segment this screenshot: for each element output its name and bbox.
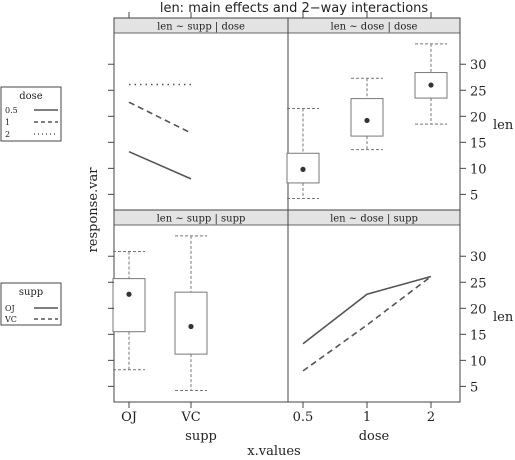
legend-dose-label-1: 1	[5, 118, 10, 127]
legend-supp: supp OJ VC	[0, 282, 62, 326]
panel-tl: len ~ supp | dose	[113, 17, 289, 211]
plot-area-tl	[128, 83, 192, 180]
legend-dose: dose 0.5 1 2	[0, 86, 62, 142]
y-tick-label-bot-0: 5	[470, 380, 478, 395]
y-axis-title-left: response.var	[86, 167, 101, 253]
x-tick-label-dose-1: 1	[363, 410, 371, 425]
legend-supp-frame	[0, 282, 62, 326]
plot-area-br	[302, 275, 432, 372]
y-tick-label-bot-2: 15	[470, 328, 487, 343]
chart-title: len: main effects and 2−way interactions	[160, 1, 429, 16]
y-tick-label-top-5: 30	[470, 58, 487, 73]
strip-label-tl: len ~ supp | dose	[157, 22, 245, 33]
series-line-tl-0	[128, 150, 192, 180]
y-tick-label-top-2: 15	[470, 136, 487, 151]
x-tick-label-supp-0: OJ	[121, 410, 137, 425]
legend-supp-label-0: OJ	[5, 304, 15, 313]
legend-dose-title: dose	[19, 91, 43, 102]
frame-br	[287, 209, 461, 403]
legend-dose-label-0: 0.5	[5, 106, 18, 115]
x-axis-label-supp: supp	[185, 429, 217, 444]
median-dot-bl-1	[188, 323, 194, 330]
y-axis-title-right-bottom: len	[493, 310, 514, 325]
series-line-br-0	[302, 275, 432, 345]
x-axis-label-dose: dose	[359, 429, 390, 444]
strip-label-br: len ~ dose | supp	[330, 214, 418, 225]
box-bl-1	[174, 291, 208, 355]
x-tick-label-supp-1: VC	[180, 410, 200, 425]
series-line-tl-1	[128, 101, 192, 134]
y-tick-label-top-4: 25	[470, 84, 487, 99]
x-axis-title-bottom: x.values	[247, 444, 300, 459]
legend-supp-title: supp	[19, 287, 43, 298]
median-dot-tr-2	[428, 82, 434, 88]
median-dot-tr-0	[300, 166, 306, 172]
median-dot-bl-0	[126, 291, 132, 297]
legend-dose-label-2: 2	[5, 130, 10, 139]
axes: 5 10 15 20 25 30 5 10 15 20 25 30 OJ VC 0.5 1 2	[108, 12, 487, 425]
strip-label-tr: len ~ dose | dose	[331, 22, 418, 33]
strip-label-bl: len ~ supp | supp	[157, 214, 246, 225]
panel-bl: len ~ supp | supp	[112, 209, 289, 403]
legend-supp-label-1: VC	[4, 315, 17, 324]
box-tr-1	[350, 98, 384, 137]
legend-dose-frame	[0, 86, 62, 142]
plot-area-tr	[286, 43, 448, 200]
x-tick-label-dose-2: 2	[427, 410, 435, 425]
y-tick-label-bot-4: 25	[470, 276, 487, 291]
plot-area-bl	[112, 235, 208, 392]
frame-tl	[113, 17, 289, 211]
y-tick-label-top-0: 5	[470, 188, 478, 203]
y-tick-label-top-3: 20	[470, 110, 487, 125]
y-axis-title-right-top: len	[493, 118, 514, 133]
y-tick-label-bot-3: 20	[470, 302, 487, 317]
panel-tr: len ~ dose | dose	[286, 17, 461, 211]
y-tick-label-top-1: 10	[470, 162, 487, 177]
median-dot-tr-1	[364, 117, 370, 124]
panel-br: len ~ dose | supp	[287, 209, 461, 403]
series-line-br-1	[302, 275, 432, 372]
x-tick-label-dose-0: 0.5	[293, 410, 314, 425]
y-tick-label-bot-1: 10	[470, 354, 487, 369]
y-tick-label-bot-5: 30	[470, 250, 487, 265]
box-bl-0	[112, 278, 146, 333]
